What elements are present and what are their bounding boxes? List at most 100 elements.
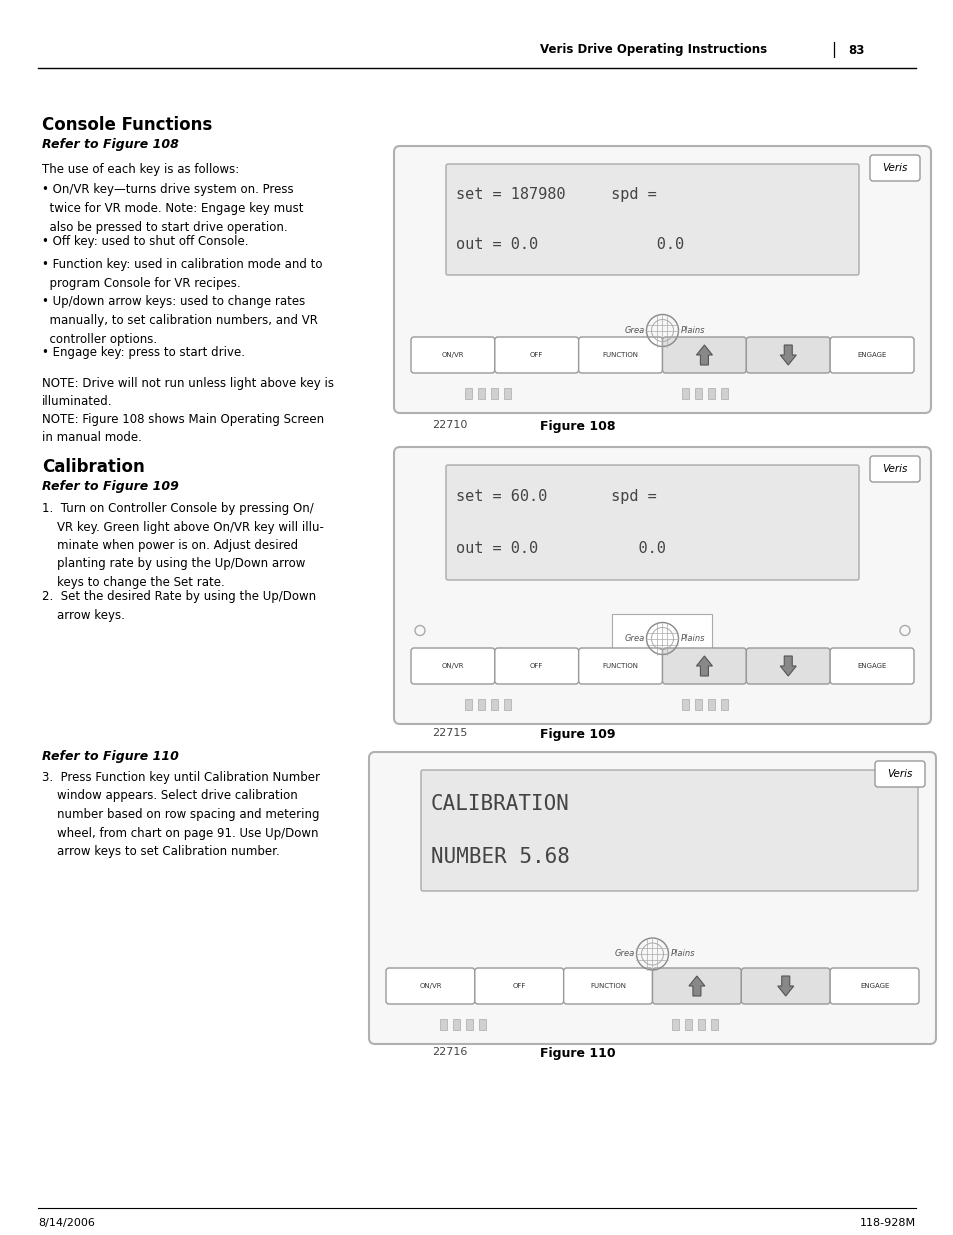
Bar [681, 388, 689, 399]
Text: set = 187980     spd =: set = 187980 spd = [456, 188, 656, 203]
Text: NOTE: Figure 108 shows Main Operating Screen
in manual mode.: NOTE: Figure 108 shows Main Operating Sc… [42, 412, 324, 445]
Text: Plains: Plains [679, 634, 704, 643]
Text: Figure 108: Figure 108 [539, 420, 615, 433]
Text: 83: 83 [847, 43, 863, 57]
FancyBboxPatch shape [829, 337, 913, 373]
Polygon shape [780, 656, 796, 676]
Text: Figure 110: Figure 110 [539, 1047, 615, 1060]
Bar [439, 1019, 447, 1030]
Text: • Engage key: press to start drive.: • Engage key: press to start drive. [42, 346, 245, 359]
Text: Veris: Veris [882, 163, 906, 173]
Text: • Function key: used in calibration mode and to
  program Console for VR recipes: • Function key: used in calibration mode… [42, 258, 322, 290]
Polygon shape [696, 345, 712, 366]
Text: FUNCTION: FUNCTION [590, 983, 625, 989]
FancyBboxPatch shape [829, 968, 918, 1004]
Text: 22716: 22716 [432, 1047, 467, 1057]
Text: 118-928M: 118-928M [859, 1218, 915, 1228]
Text: Veris: Veris [882, 464, 906, 474]
Bar [464, 699, 472, 710]
Bar [708, 699, 715, 710]
Text: Console Functions: Console Functions [42, 116, 212, 135]
Bar [720, 699, 728, 710]
Text: • On/VR key—turns drive system on. Press
  twice for VR mode. Note: Engage key m: • On/VR key—turns drive system on. Press… [42, 183, 303, 233]
Text: Plains: Plains [670, 950, 695, 958]
Bar [491, 699, 497, 710]
Text: CALIBRATION: CALIBRATION [431, 794, 569, 814]
Bar [720, 388, 728, 399]
Text: 3.  Press Function key until Calibration Number
    window appears. Select drive: 3. Press Function key until Calibration … [42, 771, 319, 858]
Bar [453, 1019, 459, 1030]
Text: 22715: 22715 [432, 727, 467, 739]
Text: Grea: Grea [623, 634, 644, 643]
Text: Plains: Plains [679, 326, 704, 335]
FancyBboxPatch shape [420, 769, 917, 890]
Bar [711, 1019, 718, 1030]
Bar [503, 388, 511, 399]
Text: The use of each key is as follows:: The use of each key is as follows: [42, 163, 239, 177]
Bar [708, 388, 715, 399]
FancyBboxPatch shape [829, 648, 913, 684]
Bar [465, 1019, 473, 1030]
Text: ON/VR: ON/VR [441, 663, 464, 669]
Bar [464, 388, 472, 399]
FancyBboxPatch shape [369, 752, 935, 1044]
Text: Grea: Grea [623, 326, 644, 335]
Text: 8/14/2006: 8/14/2006 [38, 1218, 94, 1228]
Text: ENGAGE: ENGAGE [857, 663, 886, 669]
FancyBboxPatch shape [578, 648, 661, 684]
FancyBboxPatch shape [874, 761, 924, 787]
Bar [477, 699, 484, 710]
Text: NUMBER 5.68: NUMBER 5.68 [431, 847, 569, 867]
FancyBboxPatch shape [869, 156, 919, 182]
Text: ON/VR: ON/VR [441, 352, 464, 358]
Text: Refer to Figure 109: Refer to Figure 109 [42, 480, 179, 493]
Bar [695, 699, 701, 710]
Text: OFF: OFF [530, 352, 543, 358]
FancyBboxPatch shape [495, 648, 578, 684]
Bar [612, 614, 712, 663]
FancyBboxPatch shape [740, 968, 829, 1004]
FancyBboxPatch shape [745, 337, 829, 373]
Text: ON/VR: ON/VR [418, 983, 441, 989]
FancyBboxPatch shape [869, 456, 919, 482]
Text: out = 0.0           0.0: out = 0.0 0.0 [456, 541, 665, 556]
FancyBboxPatch shape [475, 968, 563, 1004]
Text: |: | [831, 42, 836, 58]
Bar [503, 699, 511, 710]
Text: • Off key: used to shut off Console.: • Off key: used to shut off Console. [42, 235, 248, 248]
FancyBboxPatch shape [578, 337, 661, 373]
FancyBboxPatch shape [394, 146, 930, 412]
Text: 2.  Set the desired Rate by using the Up/Down
    arrow keys.: 2. Set the desired Rate by using the Up/… [42, 590, 315, 621]
Bar [477, 388, 484, 399]
Text: FUNCTION: FUNCTION [602, 352, 638, 358]
Text: NOTE: Drive will not run unless light above key is
illuminated.: NOTE: Drive will not run unless light ab… [42, 377, 334, 408]
Text: FUNCTION: FUNCTION [602, 663, 638, 669]
Bar [672, 1019, 679, 1030]
FancyBboxPatch shape [411, 648, 495, 684]
Polygon shape [696, 656, 712, 676]
Bar [685, 1019, 692, 1030]
FancyBboxPatch shape [446, 466, 858, 580]
Text: Refer to Figure 108: Refer to Figure 108 [42, 138, 179, 151]
Text: Veris: Veris [886, 769, 912, 779]
FancyBboxPatch shape [386, 968, 475, 1004]
Text: OFF: OFF [530, 663, 543, 669]
Bar [681, 699, 689, 710]
Bar [491, 388, 497, 399]
Text: 22710: 22710 [432, 420, 467, 430]
FancyBboxPatch shape [495, 337, 578, 373]
Text: Refer to Figure 110: Refer to Figure 110 [42, 750, 179, 763]
FancyBboxPatch shape [745, 648, 829, 684]
Text: Calibration: Calibration [42, 458, 145, 475]
Bar [695, 388, 701, 399]
FancyBboxPatch shape [661, 648, 745, 684]
Polygon shape [777, 976, 793, 995]
Text: Veris Drive Operating Instructions: Veris Drive Operating Instructions [539, 43, 766, 57]
Polygon shape [780, 345, 796, 366]
FancyBboxPatch shape [652, 968, 740, 1004]
Text: OFF: OFF [512, 983, 525, 989]
Polygon shape [688, 976, 704, 995]
FancyBboxPatch shape [411, 337, 495, 373]
FancyBboxPatch shape [394, 447, 930, 724]
Text: out = 0.0             0.0: out = 0.0 0.0 [456, 237, 683, 252]
